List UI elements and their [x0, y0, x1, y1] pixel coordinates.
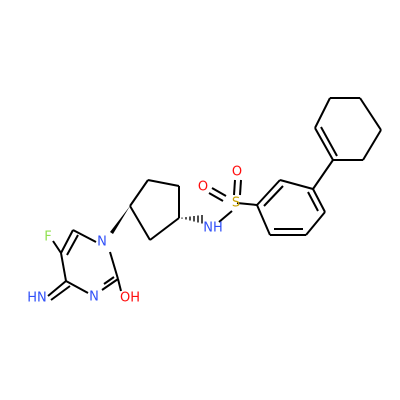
bond — [208, 192, 224, 202]
bond — [362, 129, 382, 161]
bond — [263, 185, 284, 207]
bond — [279, 179, 314, 190]
wedge-bond — [110, 206, 130, 234]
bond — [236, 202, 258, 206]
bond — [147, 179, 180, 187]
bond — [65, 280, 89, 294]
atom-label-oxygen: O — [198, 180, 208, 195]
hashed-wedge-bond — [181, 215, 203, 224]
bonds — [129, 97, 382, 241]
bond — [256, 179, 281, 206]
bond — [66, 234, 79, 256]
bond — [103, 276, 115, 285]
bond — [129, 205, 151, 241]
atom-label-imine: HN — [27, 291, 47, 306]
bond — [101, 278, 119, 291]
atom-label-nitrogen: N — [89, 290, 99, 305]
atom-label-oxygen: O — [232, 165, 242, 180]
bond — [211, 187, 227, 197]
atom-label-sulfur: S — [232, 196, 240, 211]
atom-labels: S O O NH N N F HN OH — [27, 165, 242, 306]
bonds-pyrimidine — [47, 229, 122, 301]
bond — [312, 159, 334, 190]
atom-label-hydroxyl: OH — [120, 291, 140, 306]
bond — [314, 97, 331, 129]
bond — [256, 204, 271, 236]
bond — [52, 240, 62, 254]
atom-label-nitrogen: N — [97, 235, 107, 250]
bond — [218, 210, 233, 223]
bond — [109, 251, 119, 280]
atom-label-nh: NH — [203, 221, 223, 236]
bond — [50, 285, 71, 301]
bond — [305, 211, 326, 236]
bond — [359, 97, 382, 131]
atom-label-fluorine: F — [44, 230, 51, 245]
bond — [239, 179, 242, 196]
bond — [60, 229, 74, 254]
bond — [129, 179, 149, 207]
bond — [307, 191, 319, 212]
bond — [314, 127, 334, 161]
bond — [233, 179, 236, 196]
bond — [312, 188, 326, 213]
bond — [149, 217, 180, 241]
bond — [47, 280, 67, 297]
bond — [320, 126, 338, 157]
bond — [72, 229, 97, 243]
bond — [60, 252, 67, 282]
bond — [117, 278, 122, 292]
